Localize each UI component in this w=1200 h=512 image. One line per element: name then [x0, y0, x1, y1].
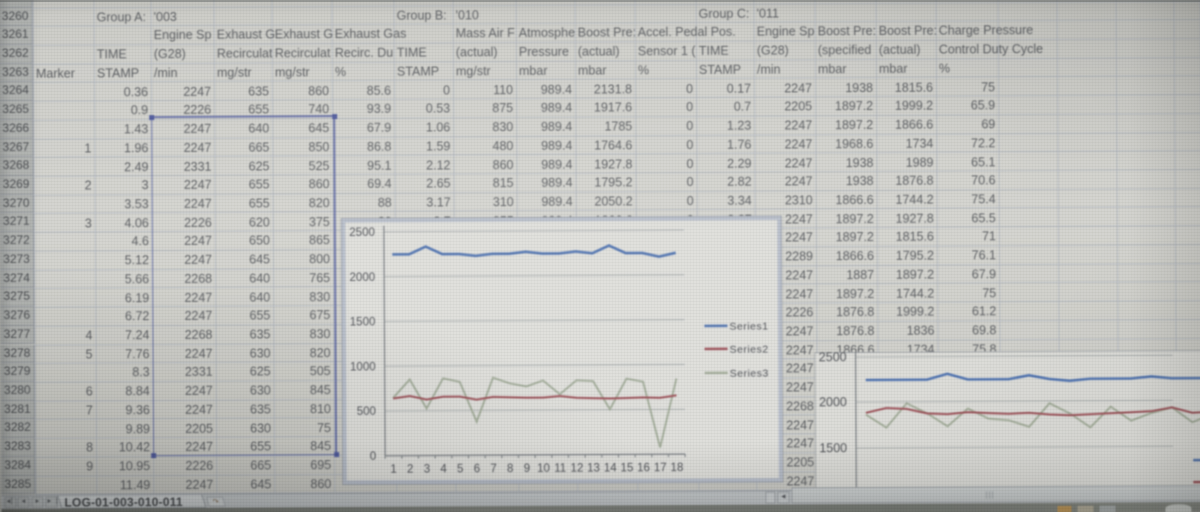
svg-text:2000: 2000 [819, 395, 847, 409]
svg-text:18: 18 [671, 462, 684, 474]
svg-text:2000: 2000 [350, 272, 376, 284]
svg-text:1000: 1000 [350, 361, 376, 373]
svg-text:3: 3 [424, 464, 430, 476]
svg-text:10: 10 [537, 463, 550, 475]
svg-text:12: 12 [571, 463, 584, 475]
svg-text:Series3: Series3 [730, 368, 769, 380]
svg-text:2: 2 [407, 464, 413, 476]
svg-text:13: 13 [587, 463, 600, 475]
svg-text:6: 6 [474, 463, 480, 475]
svg-text:0: 0 [370, 451, 376, 463]
svg-text:14: 14 [604, 462, 617, 474]
svg-text:15: 15 [621, 462, 634, 474]
svg-text:7: 7 [490, 463, 496, 475]
svg-text:17: 17 [654, 462, 667, 474]
svg-text:1500: 1500 [819, 441, 847, 455]
svg-text:2500: 2500 [349, 227, 375, 239]
svg-text:16: 16 [637, 462, 650, 474]
svg-text:5: 5 [457, 463, 463, 475]
svg-text:9: 9 [524, 463, 530, 475]
svg-text:1500: 1500 [350, 316, 376, 328]
svg-text:Series2: Series2 [730, 344, 769, 356]
svg-text:500: 500 [357, 406, 376, 418]
svg-text:8: 8 [507, 463, 513, 475]
svg-text:11: 11 [554, 463, 566, 475]
svg-text:4: 4 [440, 463, 447, 475]
svg-text:1: 1 [390, 464, 396, 476]
svg-text:Series1: Series1 [729, 321, 768, 333]
svg-text:2500: 2500 [819, 350, 847, 364]
